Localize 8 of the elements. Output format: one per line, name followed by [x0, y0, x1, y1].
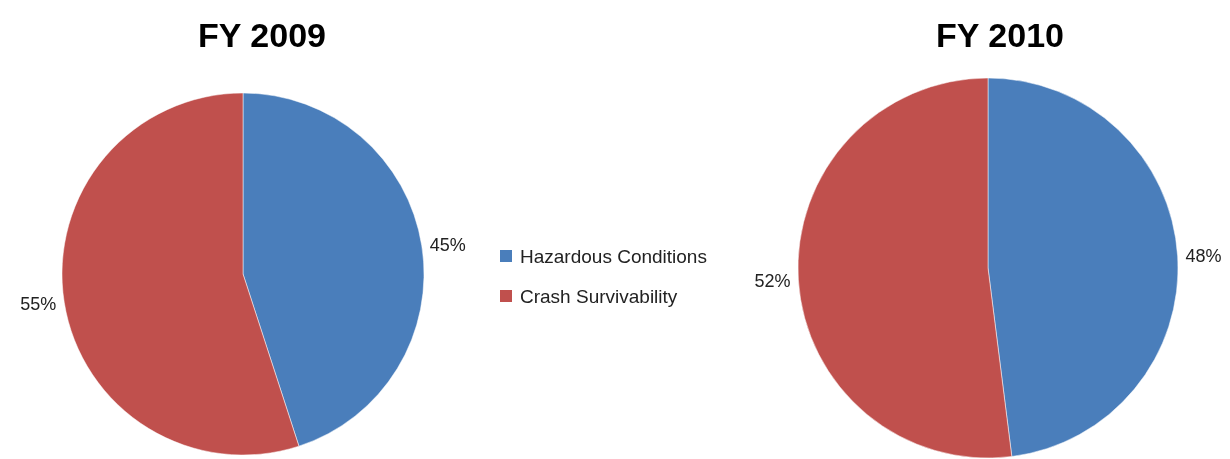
data-label: 52% [754, 270, 791, 291]
data-label: 48% [1185, 245, 1222, 266]
legend-label: Hazardous Conditions [520, 245, 707, 267]
chart-title: FY 2009 [198, 16, 326, 54]
chart-title: FY 2010 [936, 16, 1064, 54]
data-label: 45% [429, 234, 466, 255]
data-label: 55% [20, 293, 57, 314]
legend-label: Crash Survivability [520, 285, 678, 307]
